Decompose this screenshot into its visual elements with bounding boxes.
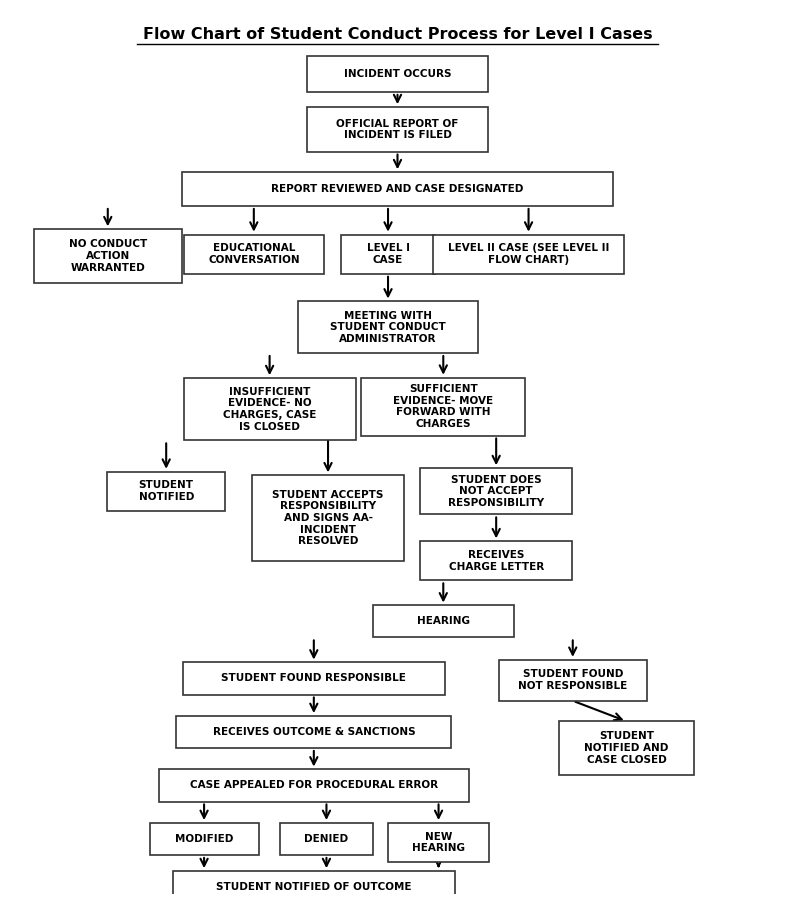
- FancyBboxPatch shape: [388, 823, 489, 862]
- FancyBboxPatch shape: [421, 541, 572, 580]
- FancyBboxPatch shape: [298, 301, 478, 353]
- Text: RECEIVES OUTCOME & SANCTIONS: RECEIVES OUTCOME & SANCTIONS: [212, 727, 415, 737]
- Text: MODIFIED: MODIFIED: [175, 834, 233, 844]
- FancyBboxPatch shape: [433, 234, 624, 274]
- Text: STUDENT FOUND RESPONSIBLE: STUDENT FOUND RESPONSIBLE: [221, 674, 406, 684]
- Text: STUDENT ACCEPTS
RESPONSIBILITY
AND SIGNS AA-
INCIDENT
RESOLVED: STUDENT ACCEPTS RESPONSIBILITY AND SIGNS…: [273, 490, 384, 546]
- FancyBboxPatch shape: [361, 378, 525, 436]
- FancyBboxPatch shape: [33, 230, 182, 283]
- FancyBboxPatch shape: [107, 472, 226, 511]
- Text: LEVEL I
CASE: LEVEL I CASE: [366, 243, 409, 265]
- Text: OFFICIAL REPORT OF
INCIDENT IS FILED: OFFICIAL REPORT OF INCIDENT IS FILED: [336, 118, 459, 140]
- Text: DENIED: DENIED: [304, 834, 348, 844]
- Text: NEW
HEARING: NEW HEARING: [412, 832, 465, 853]
- FancyBboxPatch shape: [183, 663, 445, 694]
- FancyBboxPatch shape: [307, 57, 488, 91]
- FancyBboxPatch shape: [421, 468, 572, 515]
- Text: INCIDENT OCCURS: INCIDENT OCCURS: [343, 69, 452, 79]
- FancyBboxPatch shape: [252, 475, 404, 561]
- FancyBboxPatch shape: [149, 823, 258, 855]
- Text: STUDENT FOUND
NOT RESPONSIBLE: STUDENT FOUND NOT RESPONSIBLE: [518, 669, 627, 691]
- Text: STUDENT DOES
NOT ACCEPT
RESPONSIBILITY: STUDENT DOES NOT ACCEPT RESPONSIBILITY: [448, 475, 545, 508]
- Text: MEETING WITH
STUDENT CONDUCT
ADMINISTRATOR: MEETING WITH STUDENT CONDUCT ADMINISTRAT…: [330, 310, 446, 344]
- Text: HEARING: HEARING: [417, 616, 470, 626]
- Text: STUDENT NOTIFIED OF OUTCOME: STUDENT NOTIFIED OF OUTCOME: [216, 882, 412, 893]
- Text: RECEIVES
CHARGE LETTER: RECEIVES CHARGE LETTER: [448, 550, 544, 571]
- Text: INSUFFICIENT
EVIDENCE- NO
CHARGES, CASE
IS CLOSED: INSUFFICIENT EVIDENCE- NO CHARGES, CASE …: [223, 387, 316, 431]
- Text: SUFFICIENT
EVIDENCE- MOVE
FORWARD WITH
CHARGES: SUFFICIENT EVIDENCE- MOVE FORWARD WITH C…: [394, 384, 494, 429]
- Text: STUDENT
NOTIFIED: STUDENT NOTIFIED: [138, 481, 194, 502]
- Text: REPORT REVIEWED AND CASE DESIGNATED: REPORT REVIEWED AND CASE DESIGNATED: [271, 184, 524, 194]
- FancyBboxPatch shape: [373, 605, 514, 638]
- FancyBboxPatch shape: [280, 823, 373, 855]
- FancyBboxPatch shape: [176, 716, 452, 748]
- Text: NO CONDUCT
ACTION
WARRANTED: NO CONDUCT ACTION WARRANTED: [68, 239, 147, 273]
- FancyBboxPatch shape: [173, 871, 455, 897]
- FancyBboxPatch shape: [182, 172, 613, 206]
- FancyBboxPatch shape: [184, 378, 355, 440]
- FancyBboxPatch shape: [341, 234, 435, 274]
- FancyBboxPatch shape: [159, 770, 468, 802]
- Text: LEVEL II CASE (SEE LEVEL II
FLOW CHART): LEVEL II CASE (SEE LEVEL II FLOW CHART): [448, 243, 609, 265]
- FancyBboxPatch shape: [559, 721, 694, 775]
- Text: CASE APPEALED FOR PROCEDURAL ERROR: CASE APPEALED FOR PROCEDURAL ERROR: [190, 780, 438, 790]
- Text: STUDENT
NOTIFIED AND
CASE CLOSED: STUDENT NOTIFIED AND CASE CLOSED: [584, 731, 669, 764]
- FancyBboxPatch shape: [184, 234, 324, 274]
- Text: Flow Chart of Student Conduct Process for Level I Cases: Flow Chart of Student Conduct Process fo…: [142, 28, 653, 42]
- FancyBboxPatch shape: [307, 107, 488, 152]
- Text: EDUCATIONAL
CONVERSATION: EDUCATIONAL CONVERSATION: [208, 243, 300, 265]
- FancyBboxPatch shape: [498, 660, 647, 701]
